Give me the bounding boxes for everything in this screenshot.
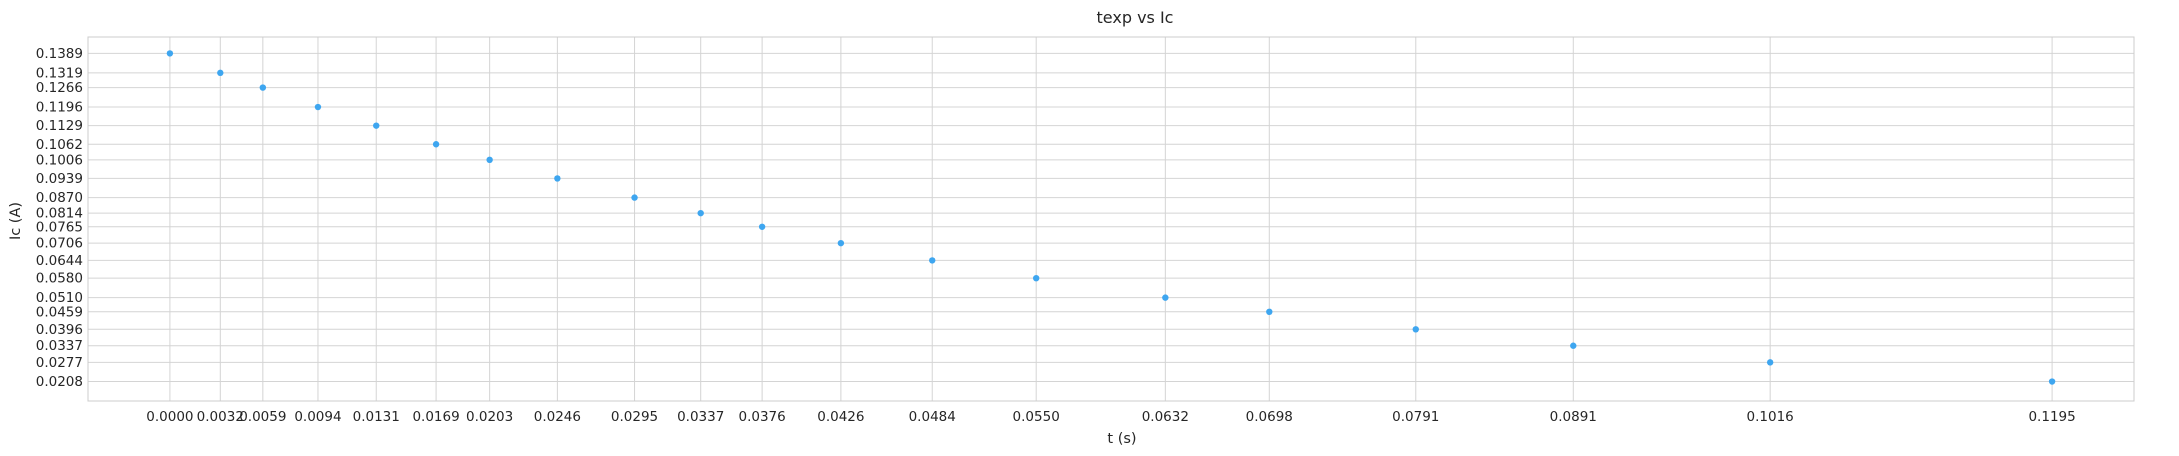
data-point (486, 156, 493, 164)
x-tick-label: 0.0632 (1142, 409, 1189, 425)
data-point (1162, 294, 1169, 301)
x-tick-label: 0.0698 (1246, 409, 1293, 425)
chart-title: texp vs Ic (1097, 8, 1174, 27)
y-tick-label: 0.0870 (36, 190, 83, 206)
x-tick-label: 0.0295 (611, 409, 658, 425)
data-point (758, 223, 766, 230)
y-tick-label: 0.0337 (36, 338, 83, 354)
x-tick-label: 0.0376 (738, 409, 785, 425)
y-tick-label: 0.1129 (36, 118, 83, 134)
x-tick-label: 0.0203 (466, 409, 513, 425)
data-points (166, 50, 2056, 385)
data-point (631, 194, 638, 201)
y-tick-label: 0.0706 (36, 236, 83, 252)
x-tick-label: 0.0550 (1013, 409, 1060, 425)
data-point (1032, 274, 1040, 282)
x-tick-label: 0.0059 (239, 409, 286, 425)
data-point (837, 239, 845, 247)
x-gridlines (169, 37, 2053, 401)
data-point (314, 103, 322, 111)
x-tick-label: 0.0032 (197, 409, 244, 425)
data-point (2048, 378, 2056, 385)
x-tick-label: 0.0791 (1392, 409, 1439, 425)
y-tick-label: 0.1006 (36, 152, 83, 168)
y-tick-label: 0.1062 (36, 137, 83, 153)
x-tick-label: 0.0891 (1550, 409, 1597, 425)
x-tick-label: 0.0000 (146, 409, 193, 425)
data-point (259, 84, 267, 91)
data-point (1412, 326, 1419, 333)
y-tick-label: 0.0510 (36, 290, 83, 306)
plot-frame (87, 36, 2135, 402)
y-gridlines (88, 52, 2134, 383)
data-point (697, 209, 704, 217)
x-tick-label: 0.0131 (353, 409, 400, 425)
x-tick-label: 0.0484 (909, 409, 956, 425)
data-point (432, 141, 440, 148)
data-point (1570, 342, 1577, 349)
data-point (1766, 359, 1774, 366)
y-tick-label: 0.0814 (36, 206, 83, 222)
data-point (554, 175, 561, 182)
data-point (929, 257, 936, 264)
data-point (166, 50, 174, 57)
y-tick-label: 0.0580 (36, 271, 83, 287)
x-tick-label: 0.0426 (817, 409, 864, 425)
y-tick-label: 0.0277 (36, 355, 83, 371)
y-axis-title: Ic (A) (8, 202, 24, 240)
x-tick-label: 0.1016 (1747, 409, 1794, 425)
data-point (1266, 308, 1273, 316)
y-tick-label: 0.0765 (36, 219, 83, 235)
x-tick-label: 0.0337 (677, 409, 724, 425)
y-tick-label: 0.0459 (36, 304, 83, 320)
y-tick-label: 0.0208 (36, 374, 83, 390)
x-tick-label: 0.0246 (534, 409, 581, 425)
x-axis-title: t (s) (1107, 431, 1136, 447)
y-tick-label: 0.0396 (36, 322, 83, 338)
y-tick-label: 0.1196 (36, 100, 83, 116)
data-point (373, 122, 380, 129)
y-tick-label: 0.0644 (36, 253, 83, 269)
y-tick-label: 0.1266 (36, 80, 83, 96)
x-tick-label: 0.0094 (294, 409, 341, 425)
y-tick-label: 0.1319 (36, 65, 83, 81)
x-tick-label: 0.1195 (2028, 409, 2075, 425)
y-tick-label: 0.1389 (36, 46, 83, 62)
x-tick-label: 0.0169 (412, 409, 459, 425)
y-tick-label: 0.0939 (36, 171, 83, 187)
data-point (217, 69, 224, 77)
